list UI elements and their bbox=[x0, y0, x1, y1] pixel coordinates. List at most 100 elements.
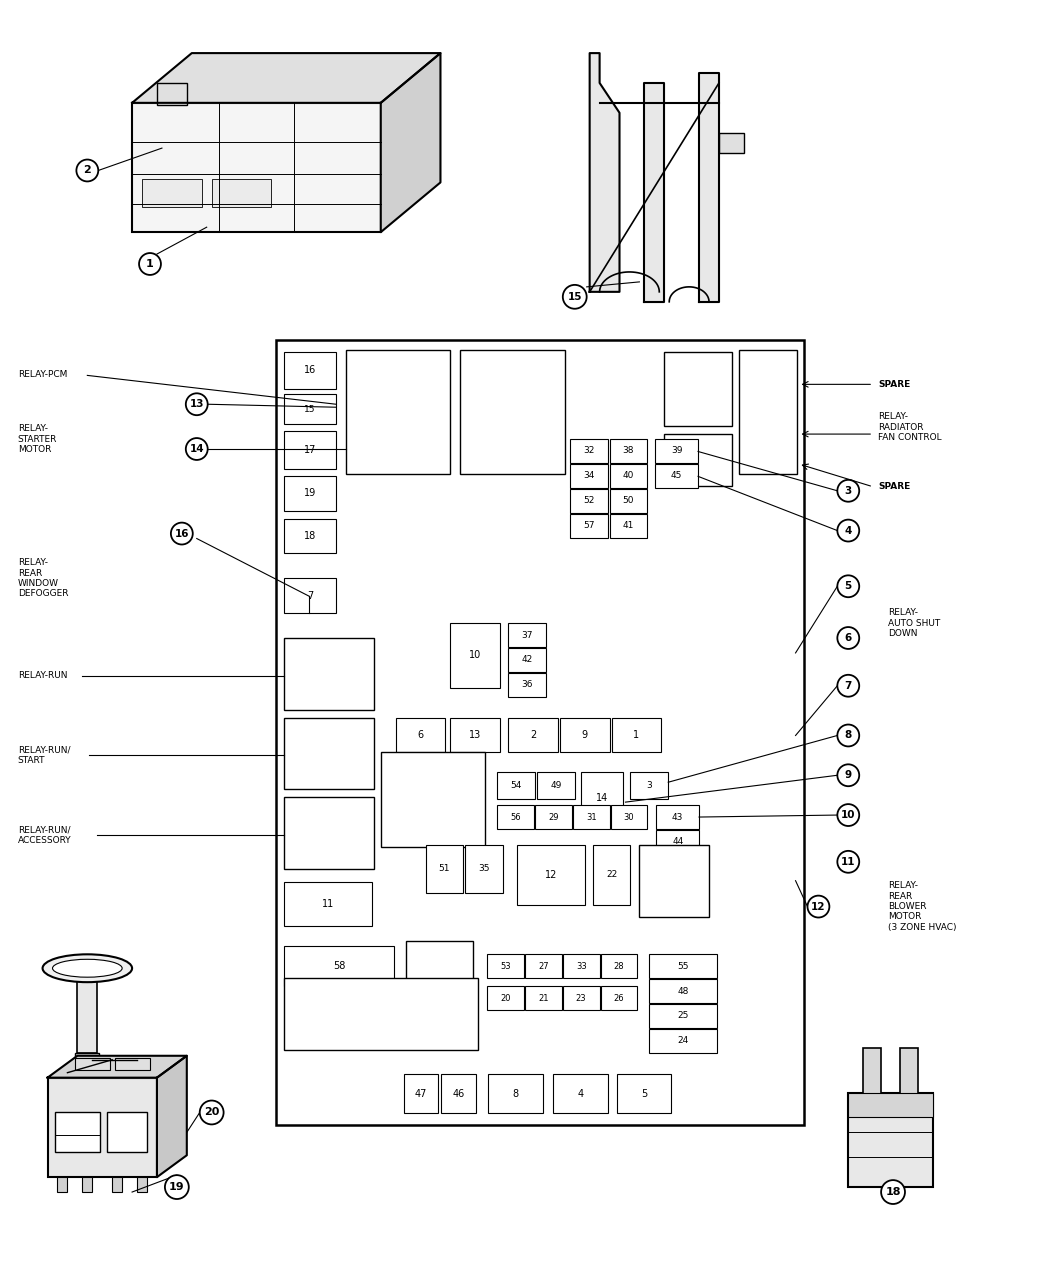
Text: 40: 40 bbox=[623, 472, 634, 481]
Text: 56: 56 bbox=[510, 812, 521, 821]
Bar bbox=[610, 439, 648, 463]
Polygon shape bbox=[699, 73, 719, 302]
Text: 39: 39 bbox=[671, 446, 682, 455]
Bar bbox=[78, 968, 98, 1053]
Polygon shape bbox=[381, 54, 440, 232]
Bar bbox=[405, 941, 474, 993]
Bar bbox=[460, 349, 565, 474]
Circle shape bbox=[563, 284, 587, 309]
Bar bbox=[450, 623, 500, 687]
Circle shape bbox=[837, 850, 859, 873]
Bar bbox=[655, 464, 698, 488]
Bar bbox=[138, 1177, 147, 1192]
Text: 1: 1 bbox=[146, 259, 154, 269]
Bar bbox=[900, 1048, 918, 1098]
Text: 50: 50 bbox=[623, 496, 634, 505]
Bar bbox=[450, 718, 500, 752]
Bar bbox=[655, 439, 698, 463]
Circle shape bbox=[837, 520, 859, 542]
Text: 47: 47 bbox=[415, 1089, 427, 1099]
Circle shape bbox=[807, 895, 830, 918]
Bar bbox=[285, 797, 374, 868]
Text: 12: 12 bbox=[812, 901, 825, 912]
Text: 5: 5 bbox=[640, 1089, 647, 1099]
Text: 38: 38 bbox=[623, 446, 634, 455]
Bar bbox=[572, 805, 610, 829]
Bar bbox=[649, 1029, 717, 1053]
Bar bbox=[112, 1177, 122, 1192]
Bar bbox=[610, 514, 648, 538]
Bar bbox=[76, 1053, 100, 1067]
Text: RELAY-
RADIATOR
FAN CONTROL: RELAY- RADIATOR FAN CONTROL bbox=[878, 412, 942, 442]
Bar bbox=[425, 845, 463, 892]
Bar bbox=[465, 845, 503, 892]
Text: 22: 22 bbox=[606, 871, 617, 880]
Text: SPARE: SPARE bbox=[878, 482, 910, 491]
Circle shape bbox=[837, 674, 859, 696]
Ellipse shape bbox=[52, 959, 122, 977]
Text: 6: 6 bbox=[844, 632, 852, 643]
Text: 43: 43 bbox=[672, 812, 684, 821]
Text: 46: 46 bbox=[453, 1089, 465, 1099]
Text: 30: 30 bbox=[624, 812, 634, 821]
Circle shape bbox=[77, 159, 99, 181]
Text: 27: 27 bbox=[538, 961, 549, 970]
Bar bbox=[82, 1177, 92, 1192]
Text: 26: 26 bbox=[613, 993, 625, 1002]
Circle shape bbox=[881, 1181, 905, 1204]
Circle shape bbox=[837, 764, 859, 787]
Bar bbox=[276, 339, 803, 1126]
Polygon shape bbox=[590, 54, 619, 292]
Bar bbox=[508, 623, 546, 646]
Bar bbox=[525, 986, 562, 1010]
Text: 7: 7 bbox=[307, 590, 313, 601]
Text: 48: 48 bbox=[677, 987, 689, 996]
Bar bbox=[285, 394, 336, 425]
Circle shape bbox=[837, 479, 859, 502]
Text: 51: 51 bbox=[439, 864, 450, 873]
Text: 14: 14 bbox=[596, 793, 608, 803]
Polygon shape bbox=[156, 1056, 187, 1177]
Text: RELAY-RUN: RELAY-RUN bbox=[18, 672, 67, 681]
Bar bbox=[285, 352, 336, 389]
Bar bbox=[132, 103, 381, 232]
Text: 13: 13 bbox=[469, 731, 481, 739]
Bar bbox=[601, 954, 637, 978]
Text: 8: 8 bbox=[512, 1089, 519, 1099]
Circle shape bbox=[200, 1100, 224, 1125]
Text: 52: 52 bbox=[583, 496, 594, 505]
Text: 20: 20 bbox=[501, 993, 511, 1002]
Text: 57: 57 bbox=[583, 521, 594, 530]
Bar bbox=[76, 1058, 110, 1070]
Bar bbox=[497, 773, 534, 799]
Bar bbox=[285, 718, 374, 789]
Bar bbox=[517, 845, 585, 904]
Text: 33: 33 bbox=[575, 961, 587, 970]
Text: 1: 1 bbox=[633, 731, 639, 739]
Text: 3: 3 bbox=[647, 782, 652, 790]
Text: 13: 13 bbox=[189, 399, 204, 409]
Circle shape bbox=[171, 523, 193, 544]
Text: 42: 42 bbox=[522, 655, 532, 664]
Text: 44: 44 bbox=[672, 838, 684, 847]
Text: RELAY-
STARTER
MOTOR: RELAY- STARTER MOTOR bbox=[18, 425, 57, 454]
Bar bbox=[563, 954, 600, 978]
Text: 10: 10 bbox=[469, 650, 481, 660]
Text: 58: 58 bbox=[333, 961, 345, 972]
Text: RELAY-RUN/
START: RELAY-RUN/ START bbox=[18, 746, 70, 765]
Text: 41: 41 bbox=[623, 521, 634, 530]
Bar bbox=[116, 1058, 150, 1070]
Bar bbox=[581, 773, 624, 824]
Text: 54: 54 bbox=[510, 782, 522, 790]
Bar bbox=[665, 434, 732, 486]
Bar bbox=[639, 845, 709, 917]
Bar bbox=[570, 514, 608, 538]
Circle shape bbox=[837, 724, 859, 746]
Text: 20: 20 bbox=[204, 1108, 219, 1117]
Bar bbox=[488, 1074, 543, 1113]
Bar bbox=[345, 349, 450, 474]
Text: 5: 5 bbox=[844, 581, 852, 592]
Text: 21: 21 bbox=[539, 993, 549, 1002]
Text: 18: 18 bbox=[885, 1187, 901, 1197]
Circle shape bbox=[139, 252, 161, 275]
